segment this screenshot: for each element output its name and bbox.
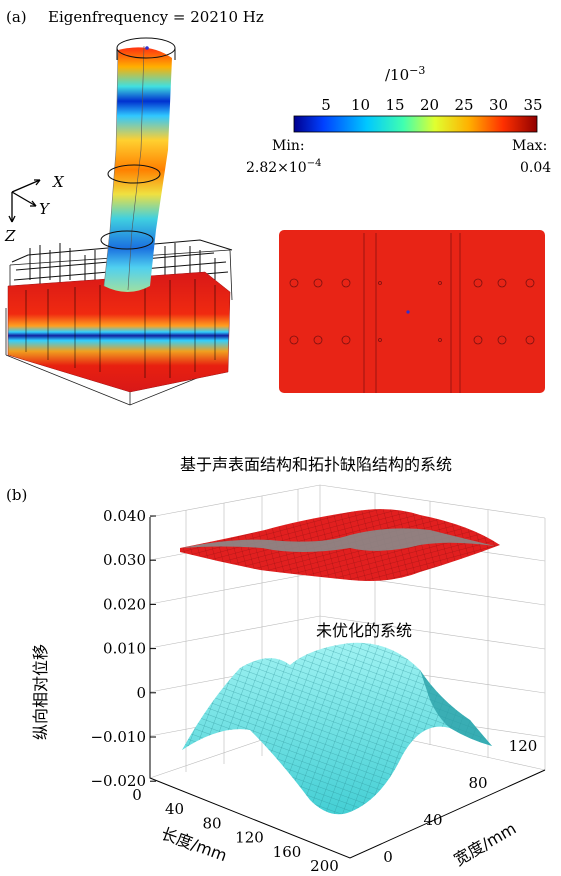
- max-value: 0.04: [520, 160, 551, 176]
- top-view-plate: [279, 230, 545, 393]
- base-rebars: [25, 279, 216, 378]
- x-axis-ticks: 0 40 80 120 160 200: [132, 786, 339, 875]
- pillar-column: [103, 45, 172, 293]
- x-tick-label: 40: [165, 800, 184, 818]
- y-axis-ticks: 0 40 80 120: [383, 737, 537, 866]
- colorbar-tick-labels: 5 10 15 20 25 30 35: [321, 96, 542, 114]
- min-label: Min:: [272, 138, 305, 154]
- colorbar-tick: 35: [523, 96, 542, 114]
- colorbar: [293, 115, 538, 133]
- y-axis-label: 宽度/mm: [451, 819, 520, 870]
- panel-a-label: (a): [6, 8, 27, 26]
- z-tick-label: −0.020: [90, 772, 146, 790]
- max-label: Max:: [512, 138, 547, 154]
- z-tick-label: 0.020: [103, 595, 146, 613]
- z-tick-label: −0.010: [90, 728, 146, 746]
- y-tick-label: 40: [423, 811, 442, 829]
- panel-b-label: (b): [6, 486, 27, 504]
- colorbar-tick: 5: [321, 96, 331, 114]
- colorbar-tick: 20: [420, 96, 439, 114]
- z-axis-label: 纵向相对位移: [31, 644, 50, 740]
- axis-triad: [8, 179, 41, 223]
- base-block: [7, 271, 231, 393]
- z-axis-ticks: 0.040 0.030 0.020 0.010 0 −0.010 −0.020: [90, 507, 156, 790]
- colorbar-tick: 10: [351, 96, 370, 114]
- y-tick-label: 80: [468, 774, 487, 792]
- x-tick-label: 200: [310, 857, 339, 875]
- y-tick-label: 120: [509, 737, 538, 755]
- probe-point: [145, 46, 149, 50]
- z-tick-label: 0: [136, 684, 146, 702]
- x-tick-label: 160: [273, 843, 302, 861]
- x-tick-label: 80: [202, 814, 221, 832]
- y-tick-label: 0: [383, 848, 393, 866]
- z-tick-label: 0.030: [103, 551, 146, 569]
- eigenfrequency-label: Eigenfrequency = 20210 Hz: [48, 8, 264, 26]
- colorbar-tick: 25: [454, 96, 473, 114]
- label-unoptimized-system: 未优化的系统: [316, 621, 412, 640]
- axis-z-label: Z: [4, 227, 16, 245]
- min-value: 2.82×10−4: [246, 158, 321, 176]
- colorbar-tick: 15: [385, 96, 404, 114]
- axis-x-label: X: [52, 173, 65, 191]
- colorbar-unit: /10−3: [385, 64, 425, 84]
- label-top-system: 基于声表面结构和拓扑缺陷结构的系统: [180, 455, 452, 474]
- x-tick-label: 120: [235, 829, 264, 847]
- z-tick-label: 0.040: [103, 507, 146, 525]
- top-surface: [180, 509, 500, 581]
- bottom-surface: [182, 642, 492, 815]
- z-tick-label: 0.010: [103, 640, 146, 658]
- colorbar-tick: 30: [489, 96, 508, 114]
- pillar-rings: [100, 37, 176, 250]
- axis-y-label: Y: [39, 200, 51, 218]
- axes-frame: [149, 517, 546, 859]
- x-tick-label: 0: [132, 786, 142, 804]
